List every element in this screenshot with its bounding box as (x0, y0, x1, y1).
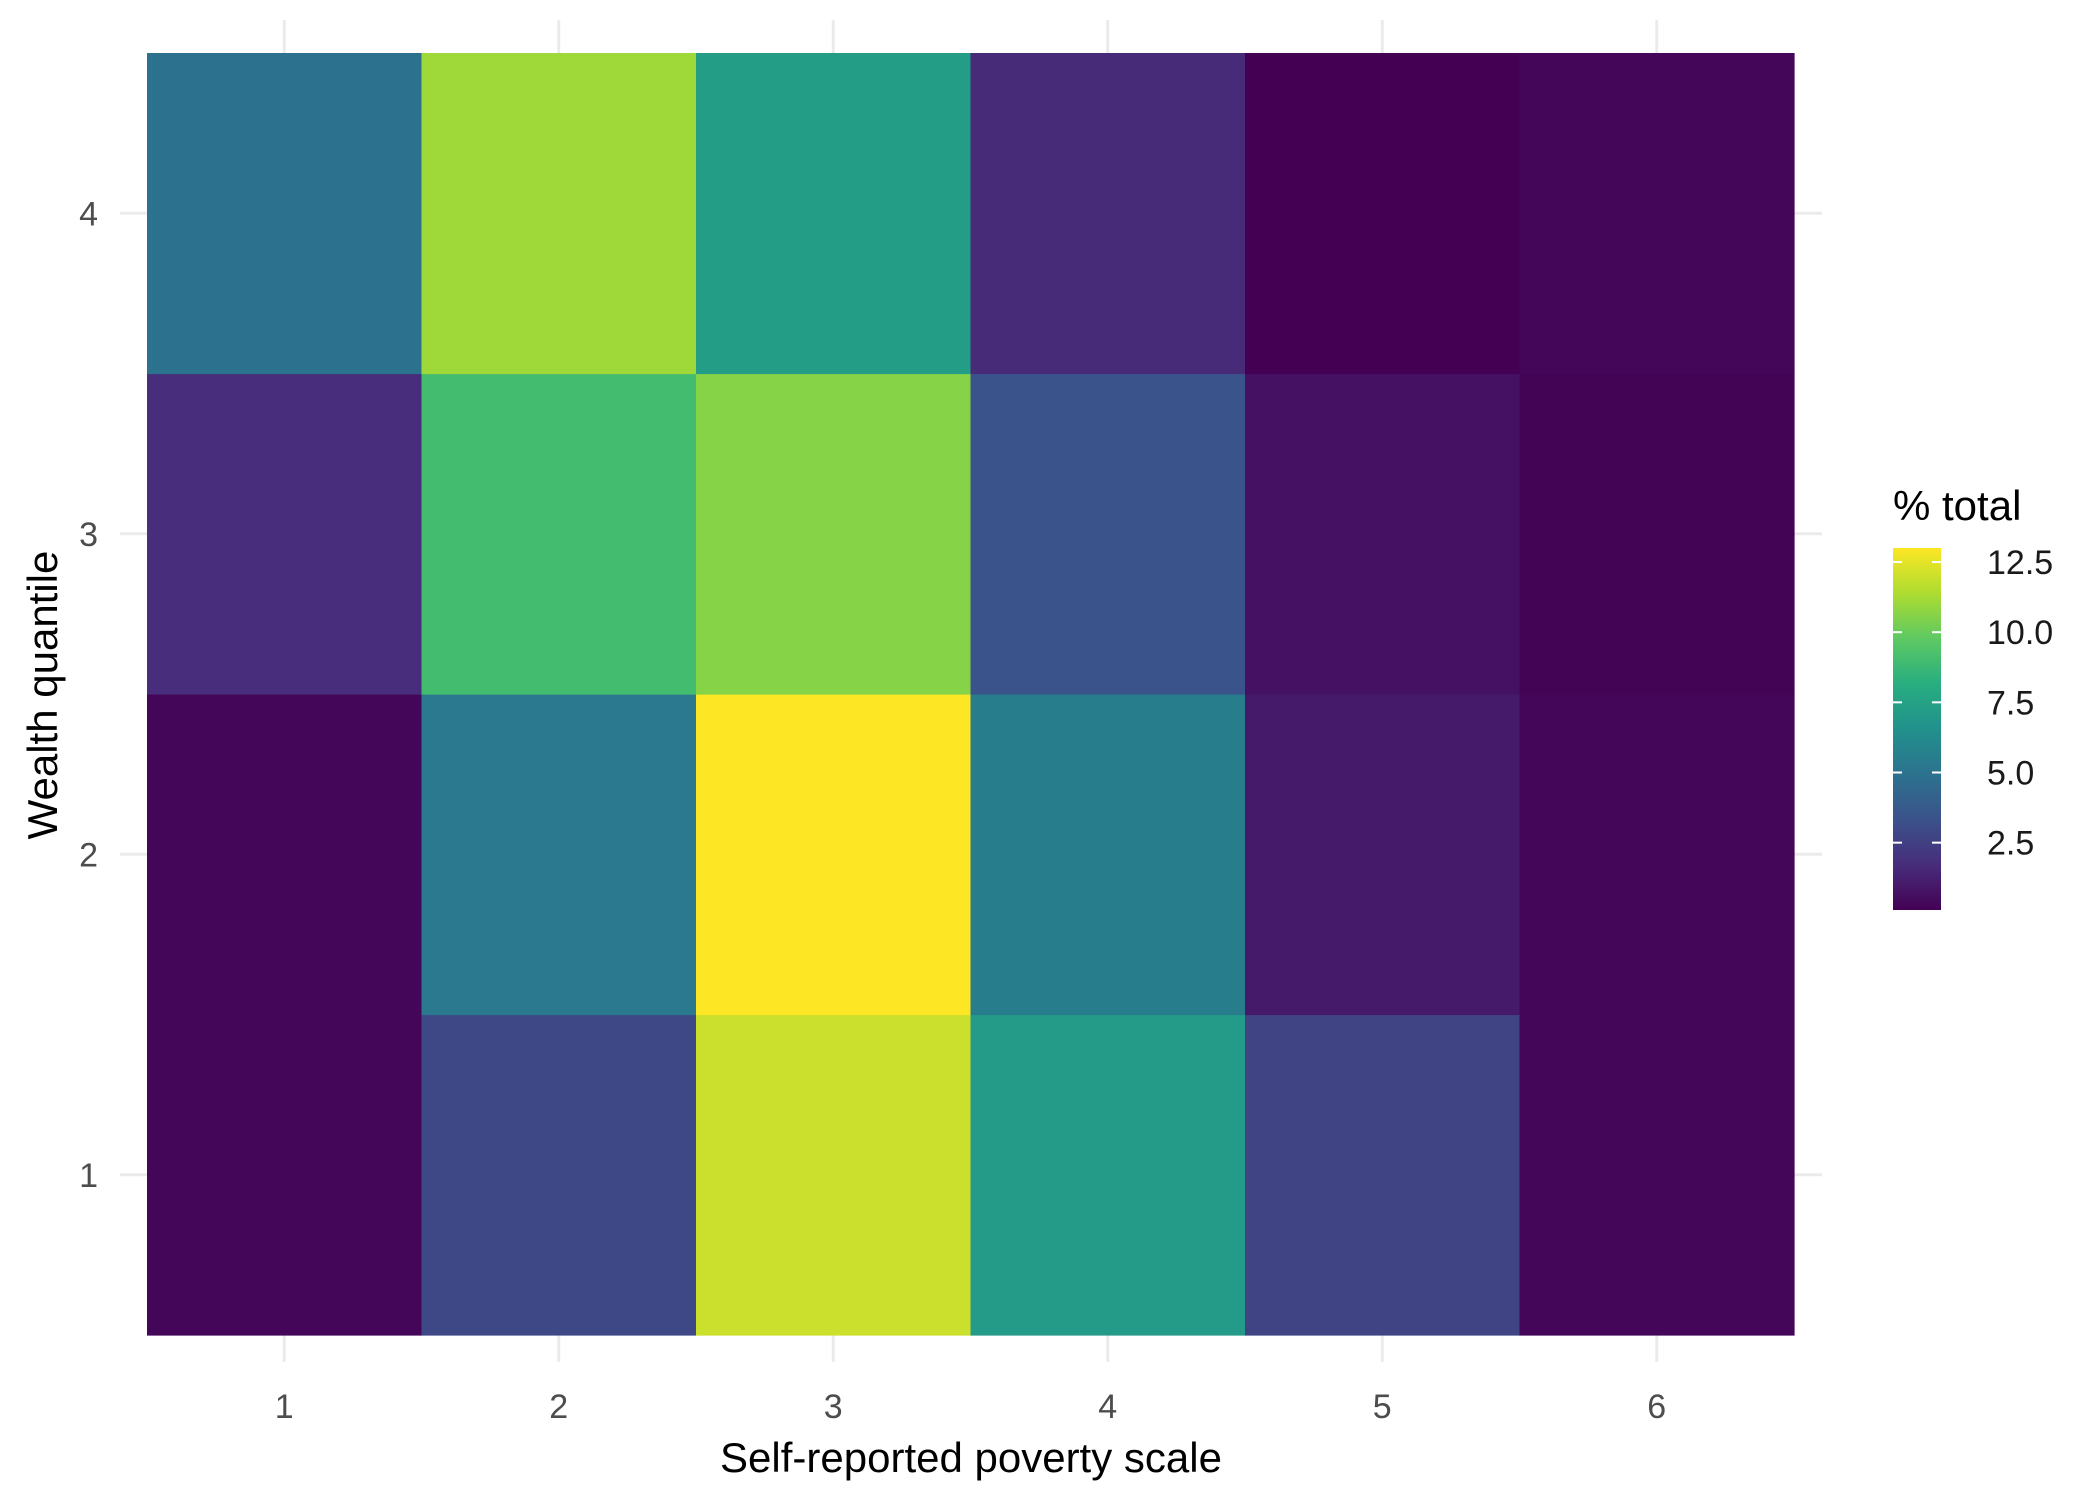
heatmap-cell (696, 1014, 972, 1336)
x-tick-label: 5 (1373, 1388, 1392, 1426)
heatmap-cell (970, 373, 1246, 695)
heatmap-cell (147, 53, 423, 375)
heatmap-cell (421, 373, 697, 695)
x-tick-label: 2 (549, 1388, 568, 1426)
legend-tick-label: 5.0 (1987, 754, 2034, 792)
legend-tick-label: 10.0 (1987, 614, 2053, 652)
heatmap-cell (696, 694, 972, 1016)
legend-title: % total (1893, 482, 2021, 529)
y-axis-title: Wealth quantile (19, 551, 66, 840)
x-tick-label: 6 (1647, 1388, 1666, 1426)
color-legend: % total 2.5 5.0 7.5 10.0 12.5 (1893, 482, 2053, 910)
heatmap-cell (147, 694, 423, 1016)
heatmap-cell (421, 694, 697, 1016)
heatmap-cell (1245, 694, 1521, 1016)
y-tick-label: 3 (79, 516, 98, 554)
heatmap-cell (1519, 694, 1795, 1016)
heatmap-cells (147, 53, 1795, 1336)
heatmap-cell (147, 373, 423, 695)
x-axis-ticks: 1 2 3 4 5 6 (275, 1388, 1666, 1426)
legend-tick-label: 7.5 (1987, 684, 2034, 722)
y-tick-label: 2 (79, 836, 98, 874)
heatmap-cell (696, 373, 972, 695)
y-tick-label: 4 (79, 195, 98, 233)
heatmap-cell (970, 1014, 1246, 1336)
x-tick-label: 1 (275, 1388, 294, 1426)
heatmap-cell (1519, 53, 1795, 375)
legend-ticks: 2.5 5.0 7.5 10.0 12.5 (1893, 544, 2053, 863)
heatmap-cell (1245, 373, 1521, 695)
y-axis-ticks: 1 2 3 4 (79, 195, 98, 1195)
legend-tick-label: 12.5 (1987, 544, 2053, 582)
heatmap-cell (421, 53, 697, 375)
heatmap-cell (1519, 1014, 1795, 1336)
heatmap-cell (421, 1014, 697, 1336)
heatmap-cell (1245, 1014, 1521, 1336)
heatmap-cell (147, 1014, 423, 1336)
heatmap-cell (970, 694, 1246, 1016)
heatmap-cell (970, 53, 1246, 375)
y-tick-label: 1 (79, 1157, 98, 1195)
legend-colorbar (1893, 548, 1941, 910)
heatmap-cell (1519, 373, 1795, 695)
legend-tick-label: 2.5 (1987, 825, 2034, 863)
heatmap-cell (1245, 53, 1521, 375)
x-axis-title: Self-reported poverty scale (720, 1434, 1222, 1481)
x-tick-label: 3 (824, 1388, 843, 1426)
heatmap-cell (696, 53, 972, 375)
x-tick-label: 4 (1098, 1388, 1117, 1426)
